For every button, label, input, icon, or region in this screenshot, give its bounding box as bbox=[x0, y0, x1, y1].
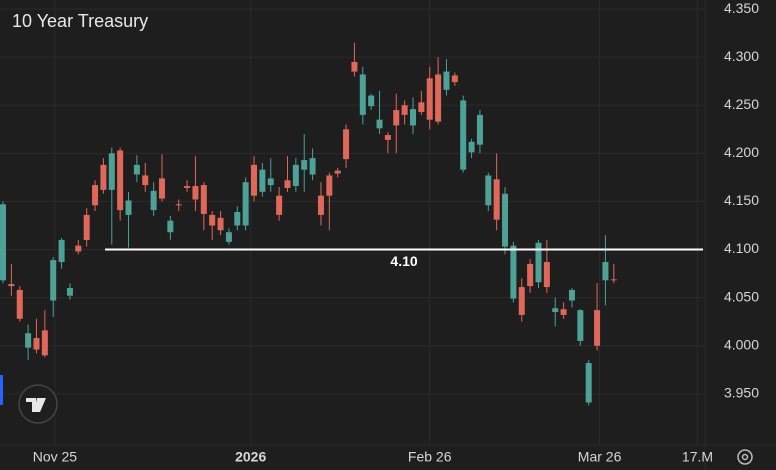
horizontal-line-label: 4.10 bbox=[390, 253, 417, 269]
candle-body bbox=[543, 262, 550, 288]
candle-body bbox=[460, 100, 467, 170]
candle-body bbox=[485, 175, 492, 206]
y-tick-label: 4.350 bbox=[724, 0, 759, 16]
candle-body bbox=[451, 75, 458, 83]
y-tick-label: 4.100 bbox=[724, 240, 759, 256]
candle-body bbox=[133, 164, 140, 175]
y-tick-label: 4.000 bbox=[724, 336, 759, 352]
overlay: 4.350 4.300 4.250 4.200 4.150 4.100 4.050 4.000… bbox=[33, 0, 759, 465]
candle-body bbox=[568, 289, 575, 301]
candle-body bbox=[284, 180, 291, 188]
candle-body bbox=[401, 105, 408, 115]
candle-body bbox=[359, 74, 366, 115]
candle-body bbox=[552, 308, 559, 313]
candle-body bbox=[476, 114, 483, 145]
candle-body bbox=[234, 212, 241, 226]
candle-body bbox=[100, 164, 107, 190]
candle-body bbox=[527, 263, 534, 287]
candle-body bbox=[435, 74, 442, 122]
candle-body bbox=[585, 363, 592, 403]
candle-body bbox=[276, 195, 283, 215]
candle-body bbox=[518, 287, 525, 315]
candle-body bbox=[577, 310, 584, 341]
candle-body bbox=[251, 164, 258, 196]
candle-body bbox=[175, 204, 182, 206]
candle-body bbox=[443, 71, 450, 90]
candle-body bbox=[610, 279, 617, 281]
candle-body bbox=[343, 129, 350, 160]
candle-body bbox=[0, 204, 7, 281]
candle-body bbox=[535, 242, 542, 283]
x-tick-label: 2026 bbox=[235, 449, 266, 465]
candle-body bbox=[317, 195, 324, 215]
candle-body bbox=[66, 288, 73, 296]
x-tick-label: Nov 25 bbox=[33, 449, 78, 465]
candle-body bbox=[92, 185, 99, 206]
candle-body bbox=[292, 164, 299, 187]
candle-body bbox=[468, 141, 475, 153]
candle-body bbox=[184, 186, 191, 188]
candle-body bbox=[301, 160, 308, 170]
candle-body bbox=[418, 102, 425, 112]
candle-body bbox=[594, 310, 601, 346]
candle-body bbox=[150, 190, 157, 211]
x-tick-label: 17.M bbox=[682, 449, 713, 465]
candle-body bbox=[8, 284, 15, 287]
candle-body bbox=[376, 119, 383, 129]
candle-body bbox=[83, 214, 90, 240]
candle-body bbox=[58, 239, 65, 263]
candle-body bbox=[192, 186, 199, 200]
y-tick-label: 4.200 bbox=[724, 144, 759, 160]
candle-body bbox=[158, 178, 165, 199]
y-tick-label: 4.250 bbox=[724, 96, 759, 112]
candle-body bbox=[108, 153, 115, 190]
candle-body bbox=[393, 110, 400, 126]
settings-icon[interactable] bbox=[737, 449, 753, 465]
candle-body bbox=[602, 262, 609, 281]
candle-body bbox=[368, 95, 375, 107]
candle-body bbox=[334, 170, 341, 174]
candle-body bbox=[351, 61, 358, 72]
candle-body bbox=[200, 185, 207, 214]
candle-body bbox=[167, 220, 174, 233]
candle-body bbox=[426, 78, 433, 120]
candle-body bbox=[75, 245, 82, 252]
candle-body bbox=[225, 232, 232, 242]
y-tick-label: 4.300 bbox=[724, 48, 759, 64]
candles bbox=[0, 42, 617, 406]
logo bbox=[18, 384, 58, 424]
candle-body bbox=[33, 338, 40, 350]
candle-body bbox=[50, 260, 57, 301]
side-marker bbox=[0, 375, 3, 405]
x-tick-label: Feb 26 bbox=[408, 449, 452, 465]
candle-body bbox=[125, 200, 132, 215]
x-tick-label: Mar 26 bbox=[578, 449, 622, 465]
candle-body bbox=[117, 150, 124, 211]
candle-body bbox=[384, 135, 391, 140]
candle-body bbox=[25, 333, 32, 348]
y-tick-label: 4.050 bbox=[724, 288, 759, 304]
y-tick-label: 3.950 bbox=[724, 385, 759, 401]
candle-body bbox=[267, 178, 274, 186]
candle-body bbox=[309, 158, 316, 175]
candle-body bbox=[142, 175, 149, 186]
candle-body bbox=[409, 109, 416, 126]
chart-title: 10 Year Treasury bbox=[12, 11, 148, 31]
candle-body bbox=[510, 245, 517, 299]
y-tick-label: 4.150 bbox=[724, 192, 759, 208]
candle-body bbox=[242, 182, 249, 226]
candle-body bbox=[259, 169, 266, 192]
candle-body bbox=[16, 289, 23, 319]
candle-body bbox=[217, 217, 224, 231]
candle-body bbox=[493, 179, 500, 220]
candle-body bbox=[209, 214, 216, 226]
candle-body bbox=[560, 309, 567, 315]
candle-body bbox=[326, 175, 333, 196]
candle-body bbox=[502, 193, 509, 247]
candle-body bbox=[41, 330, 48, 356]
